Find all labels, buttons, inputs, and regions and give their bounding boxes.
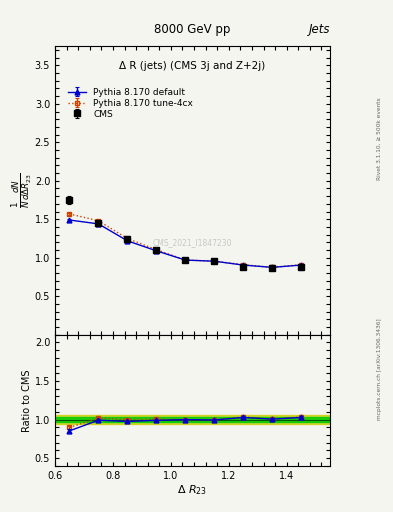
- Text: mcplots.cern.ch [arXiv:1306.3436]: mcplots.cern.ch [arXiv:1306.3436]: [377, 318, 382, 419]
- X-axis label: $\Delta\ R_{23}$: $\Delta\ R_{23}$: [178, 483, 208, 497]
- Text: Δ R (jets) (CMS 3j and Z+2j): Δ R (jets) (CMS 3j and Z+2j): [119, 60, 266, 71]
- Text: CMS_2021_I1847230: CMS_2021_I1847230: [153, 238, 232, 247]
- Text: 8000 GeV pp: 8000 GeV pp: [154, 23, 231, 36]
- Text: Rivet 3.1.10, ≥ 500k events: Rivet 3.1.10, ≥ 500k events: [377, 97, 382, 180]
- Legend: Pythia 8.170 default, Pythia 8.170 tune-4cx, CMS: Pythia 8.170 default, Pythia 8.170 tune-…: [65, 85, 196, 121]
- Text: Jets: Jets: [309, 23, 330, 36]
- Text: $\frac{1}{N}\frac{dN}{d\Delta R_{23}}$: $\frac{1}{N}\frac{dN}{d\Delta R_{23}}$: [10, 173, 34, 208]
- Y-axis label: Ratio to CMS: Ratio to CMS: [22, 369, 32, 432]
